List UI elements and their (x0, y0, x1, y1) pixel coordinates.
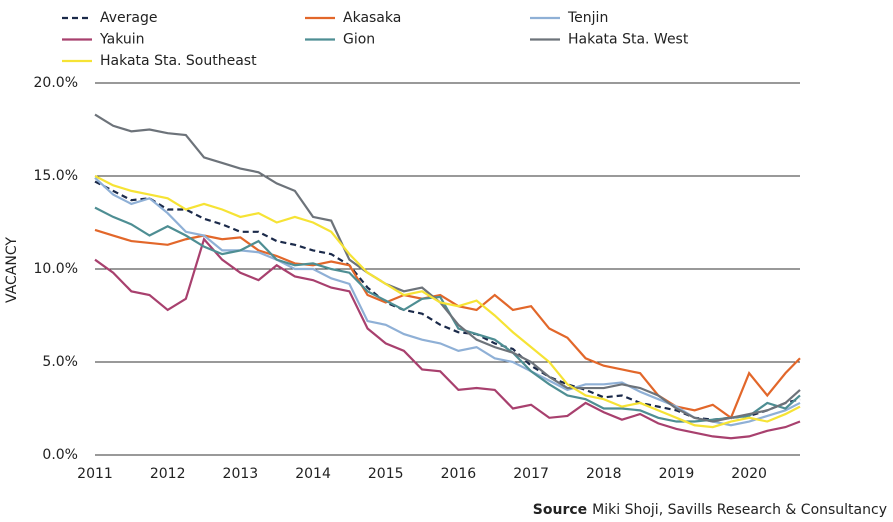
source-text: Miki Shoji, Savills Research & Consultan… (592, 502, 887, 518)
legend-label: Tenjin (567, 10, 608, 26)
legend-label: Hakata Sta. West (568, 32, 689, 48)
x-tick-label: 2020 (731, 466, 767, 482)
legend-label: Akasaka (343, 10, 401, 26)
y-axis-label: VACANCY (4, 237, 20, 303)
series-line (94, 228, 801, 420)
y-tick-label: 15.0% (34, 168, 78, 184)
x-tick-label: 2016 (441, 466, 477, 482)
series-line (94, 175, 801, 429)
x-tick-label: 2013 (223, 466, 259, 482)
series-line (94, 113, 801, 423)
x-tick-label: 2014 (295, 466, 331, 482)
series-line (94, 206, 801, 423)
y-tick-label: 10.0% (34, 261, 78, 277)
legend-label: Hakata Sta. Southeast (100, 53, 257, 69)
x-tick-label: 2018 (586, 466, 622, 482)
source-label: Source (533, 502, 587, 518)
x-tick-label: 2012 (150, 466, 186, 482)
y-tick-label: 20.0% (34, 75, 78, 91)
legend-label: Gion (343, 32, 375, 48)
x-tick-label: 2019 (659, 466, 695, 482)
x-tick-label: 2011 (77, 466, 113, 482)
series-line (94, 177, 801, 427)
legend-label: Average (100, 10, 158, 26)
x-tick-label: 2017 (513, 466, 549, 482)
y-tick-label: 0.0% (42, 447, 78, 463)
y-tick-label: 5.0% (42, 354, 78, 370)
x-tick-label: 2015 (368, 466, 404, 482)
source-note: Source Miki Shoji, Savills Research & Con… (533, 502, 887, 518)
legend-label: Yakuin (99, 32, 145, 48)
